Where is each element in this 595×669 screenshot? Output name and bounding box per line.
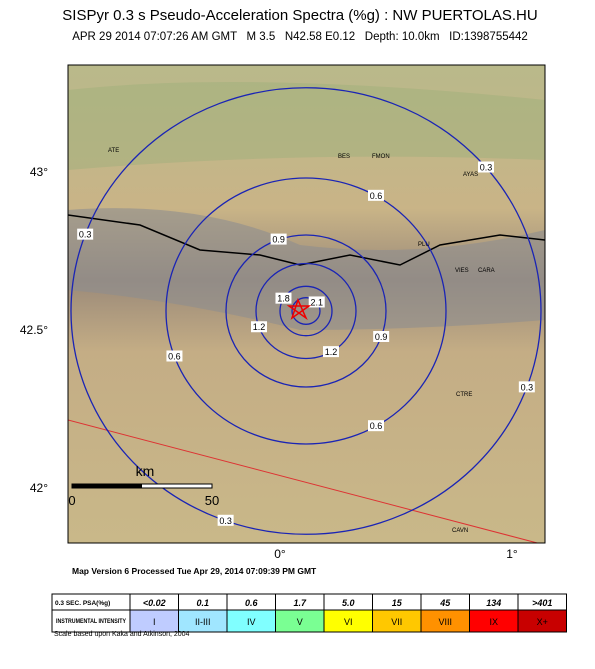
legend-psa: 5.0 (342, 598, 355, 608)
contour-label: 0.9 (375, 332, 388, 342)
legend-intensity: VII (391, 617, 402, 627)
contour-label: 0.3 (480, 162, 493, 172)
place-label: AYAS (463, 172, 478, 178)
contour-label: 1.2 (325, 347, 338, 357)
contour-label-bg (368, 420, 384, 432)
legend-psa: 1.7 (293, 598, 307, 608)
contour (291, 297, 321, 325)
contour-label-bg (308, 296, 325, 308)
contour (255, 262, 357, 360)
legend-color (517, 609, 567, 633)
contour-label-bg (217, 514, 234, 526)
map-area: 0.3 0.3 0.3 0.3 0.6 0.6 0.6 0.9 0.9 1.2 1.2 1.8 2.1 (68, 65, 545, 543)
legend-intensity: V (297, 617, 303, 627)
legend-intensity: VIII (438, 617, 452, 627)
contour-label: 1.2 (253, 322, 266, 332)
contour-label: 0.6 (370, 421, 383, 431)
legend-psa: >401 (532, 598, 552, 608)
lon-label: 0° (274, 547, 286, 561)
contour-label: 0.3 (79, 230, 92, 240)
fault-line (68, 419, 540, 543)
lat-label: 42.5° (20, 323, 48, 337)
contour-label-bg (478, 161, 495, 173)
legend-intensity: I (153, 617, 156, 627)
contour-label: 0.6 (370, 191, 383, 201)
footer: Map Version 6 Processed Tue Apr 29, 2014… (72, 566, 317, 576)
place-label: PLU (418, 242, 430, 248)
contour-label-bg (275, 292, 292, 304)
contour-label-bg (270, 233, 287, 245)
legend-psa: 0.6 (245, 598, 259, 608)
place-label: CTRE (456, 392, 472, 398)
contour (279, 285, 333, 337)
epicenter (286, 297, 312, 321)
contour-label: 1.8 (277, 294, 290, 304)
scale-start: 0 (68, 493, 75, 508)
place-label: BES (338, 154, 350, 160)
contour-label: 0.3 (521, 382, 534, 392)
lat-label: 42° (30, 481, 48, 495)
legend-intensity: X+ (537, 617, 548, 627)
contour-label-bg (251, 321, 268, 333)
legend-note: Scale based upon Kaka and Atkinson, 2004 (54, 631, 190, 638)
scale-rect-fill (72, 484, 142, 488)
contour (70, 87, 542, 535)
lowland (68, 82, 545, 170)
legend-intensity: VI (344, 617, 353, 627)
place-label: CAVN (452, 528, 468, 534)
contour-label-bg (368, 189, 384, 201)
scale-bar: km 0 50 (68, 463, 219, 508)
contour-label-bg (77, 228, 94, 240)
contour-label: 0.6 (168, 351, 181, 361)
contour-label-bg (166, 350, 183, 362)
contour (165, 177, 447, 445)
lat-label: 43° (30, 165, 48, 179)
subtitle: APR 29 2014 07:07:26 AM GMT M 3.5 N42.58… (72, 31, 528, 43)
contour-label-bg (518, 381, 535, 393)
border (68, 214, 545, 266)
mountains (68, 208, 545, 330)
contour-label-bg (373, 330, 390, 342)
contour-label: 0.9 (272, 235, 285, 245)
contour-label: 0.3 (219, 516, 232, 526)
lon-label: 1° (506, 547, 518, 561)
scale-unit: km (136, 463, 155, 479)
legend-psa: <0.02 (143, 598, 166, 608)
legend-psa: 15 (392, 598, 403, 608)
contour (225, 234, 387, 388)
legend-row-title: INSTRUMENTAL INTENSITY (56, 618, 127, 625)
legend-intensity: IX (489, 617, 498, 627)
title: SISPyr 0.3 s Pseudo-Acceleration Spectra… (62, 7, 537, 24)
legend-row-title: 0.3 SEC. PSA(%g) (55, 600, 110, 607)
legend-psa: 0.1 (196, 598, 209, 608)
legend-psa: 134 (486, 598, 501, 608)
place-label: FMON (372, 154, 390, 160)
contour-label: 2.1 (310, 297, 323, 307)
contour-label-bg (323, 346, 339, 358)
legend: 0.3 SEC. PSA(%g) INSTRUMENTAL INTENSITY <0… (51, 593, 567, 633)
place-label: CARA (478, 268, 495, 274)
scale-end: 50 (205, 493, 219, 508)
map-frame (67, 64, 546, 544)
legend-psa: 45 (439, 598, 451, 608)
legend-intensity: IV (247, 617, 256, 627)
legend-intensity: II-III (195, 617, 211, 627)
place-label: ATE (108, 148, 119, 154)
place-label: VIES (455, 268, 469, 274)
